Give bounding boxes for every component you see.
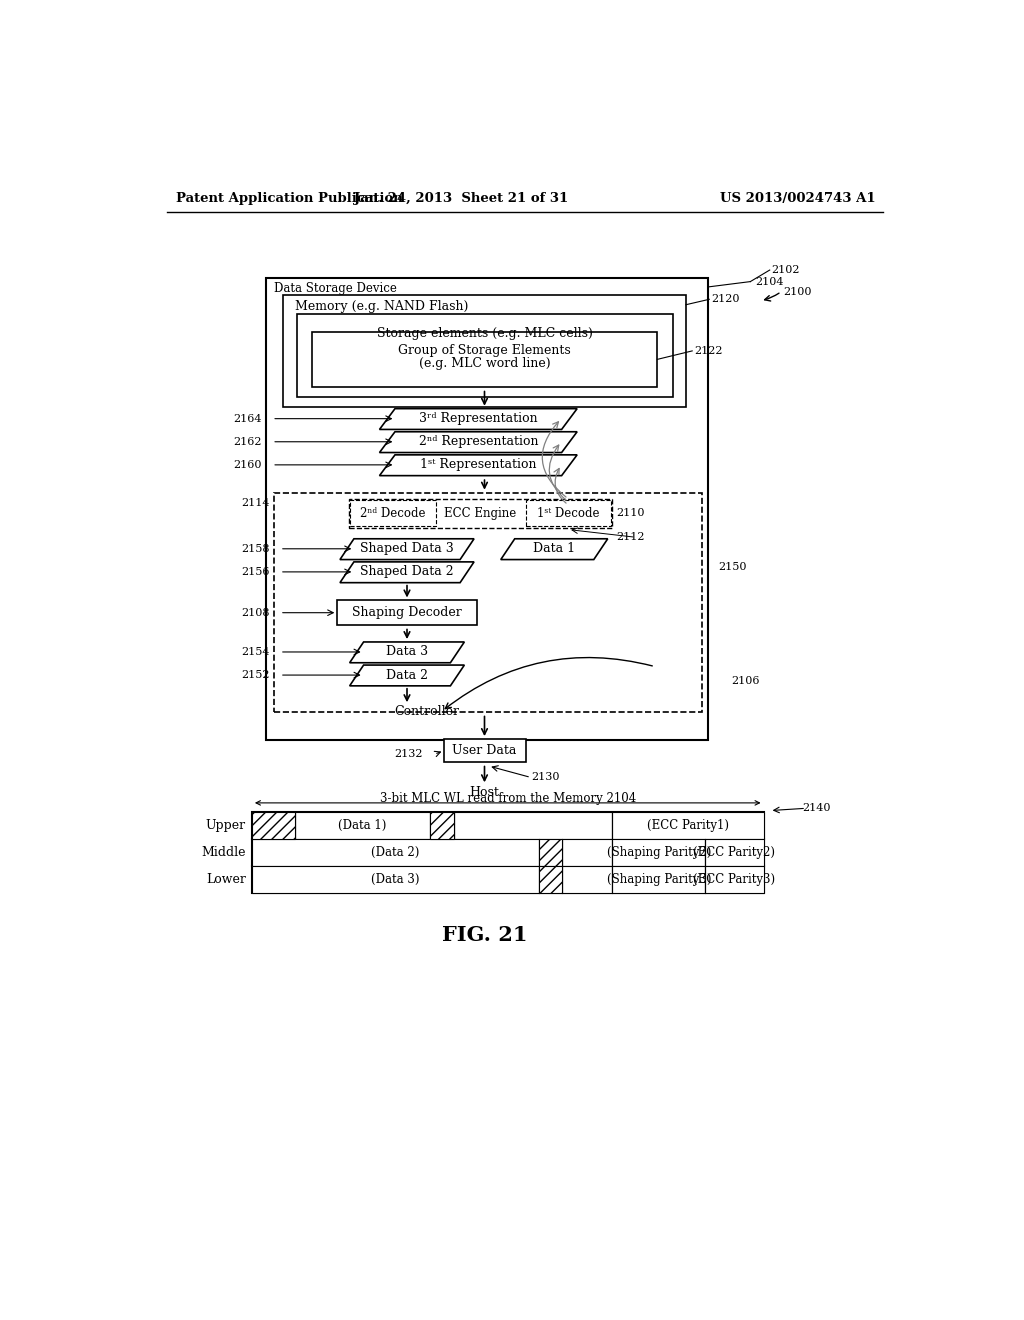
Text: 2132: 2132 bbox=[394, 750, 423, 759]
Polygon shape bbox=[380, 432, 578, 453]
Text: 2104: 2104 bbox=[756, 277, 784, 286]
Text: Upper: Upper bbox=[206, 818, 246, 832]
Text: Shaped Data 2: Shaped Data 2 bbox=[360, 565, 454, 578]
Text: 3ʳᵈ Representation: 3ʳᵈ Representation bbox=[419, 412, 538, 425]
Bar bbox=[454, 812, 612, 840]
Bar bbox=[562, 840, 612, 866]
Text: Memory (e.g. NAND Flash): Memory (e.g. NAND Flash) bbox=[295, 300, 468, 313]
Text: 2152: 2152 bbox=[242, 671, 270, 680]
Text: ECC Engine: ECC Engine bbox=[444, 507, 517, 520]
Text: (Data 1): (Data 1) bbox=[338, 818, 386, 832]
Bar bbox=[430, 812, 454, 840]
Bar bbox=[337, 601, 477, 626]
Bar bbox=[612, 866, 706, 892]
Polygon shape bbox=[380, 409, 578, 429]
Text: 2162: 2162 bbox=[233, 437, 262, 446]
Text: Patent Application Publication: Patent Application Publication bbox=[176, 191, 402, 205]
Text: 2140: 2140 bbox=[802, 804, 830, 813]
Polygon shape bbox=[340, 562, 474, 582]
Bar bbox=[539, 866, 562, 892]
Text: 2154: 2154 bbox=[242, 647, 270, 657]
Text: Data 2: Data 2 bbox=[386, 668, 428, 681]
Text: Shaping Decoder: Shaping Decoder bbox=[352, 606, 462, 619]
Text: (Data 3): (Data 3) bbox=[371, 873, 420, 886]
Bar bbox=[252, 812, 295, 840]
Text: 2108: 2108 bbox=[242, 607, 270, 618]
Text: 2112: 2112 bbox=[616, 532, 645, 543]
Bar bbox=[706, 866, 764, 892]
Bar bbox=[252, 812, 764, 892]
Text: 2106: 2106 bbox=[731, 676, 760, 686]
Bar bbox=[311, 331, 657, 387]
Text: Shaped Data 3: Shaped Data 3 bbox=[360, 543, 454, 556]
Bar bbox=[297, 314, 673, 397]
Bar bbox=[612, 840, 706, 866]
Text: 2122: 2122 bbox=[694, 346, 723, 356]
Text: Middle: Middle bbox=[202, 846, 246, 859]
Bar bbox=[252, 840, 539, 866]
Text: 2164: 2164 bbox=[233, 413, 262, 424]
Text: Jan. 24, 2013  Sheet 21 of 31: Jan. 24, 2013 Sheet 21 of 31 bbox=[354, 191, 568, 205]
Text: (ECC Parity2): (ECC Parity2) bbox=[693, 846, 775, 859]
Text: US 2013/0024743 A1: US 2013/0024743 A1 bbox=[720, 191, 876, 205]
Bar bbox=[295, 812, 430, 840]
Polygon shape bbox=[349, 642, 464, 663]
Text: Data 3: Data 3 bbox=[386, 645, 428, 659]
Text: (Shaping Parity3): (Shaping Parity3) bbox=[606, 873, 711, 886]
Text: 2158: 2158 bbox=[242, 544, 270, 554]
Text: Lower: Lower bbox=[206, 873, 246, 886]
Text: 2130: 2130 bbox=[531, 772, 559, 783]
Polygon shape bbox=[501, 539, 607, 560]
Bar bbox=[283, 296, 686, 407]
Bar bbox=[612, 812, 764, 840]
Bar bbox=[350, 500, 435, 527]
Text: 3-bit MLC WL read from the Memory 2104: 3-bit MLC WL read from the Memory 2104 bbox=[380, 792, 636, 805]
Text: Data Storage Device: Data Storage Device bbox=[273, 282, 396, 296]
Text: 2102: 2102 bbox=[771, 265, 800, 275]
Text: 1ˢᵗ Representation: 1ˢᵗ Representation bbox=[420, 458, 537, 471]
Text: Group of Storage Elements: Group of Storage Elements bbox=[398, 343, 570, 356]
Text: 2120: 2120 bbox=[712, 294, 740, 305]
Text: Data 1: Data 1 bbox=[534, 543, 575, 556]
Text: (Data 2): (Data 2) bbox=[371, 846, 420, 859]
Text: 2100: 2100 bbox=[783, 286, 812, 297]
Text: 1ˢᵗ Decode: 1ˢᵗ Decode bbox=[537, 507, 599, 520]
Text: FIG. 21: FIG. 21 bbox=[441, 925, 527, 945]
Bar bbox=[539, 840, 562, 866]
Text: (e.g. MLC word line): (e.g. MLC word line) bbox=[419, 358, 550, 371]
Bar bbox=[349, 499, 612, 528]
Bar bbox=[525, 500, 611, 527]
Text: Controller: Controller bbox=[394, 705, 459, 718]
Text: (ECC Parity1): (ECC Parity1) bbox=[646, 818, 728, 832]
Polygon shape bbox=[380, 455, 578, 475]
Text: 2114: 2114 bbox=[242, 499, 270, 508]
Text: 2110: 2110 bbox=[616, 508, 645, 519]
Text: 2ⁿᵈ Representation: 2ⁿᵈ Representation bbox=[419, 436, 538, 449]
Text: 2160: 2160 bbox=[233, 459, 262, 470]
Bar bbox=[562, 866, 612, 892]
Text: User Data: User Data bbox=[453, 744, 517, 758]
Bar bbox=[706, 840, 764, 866]
Text: Host: Host bbox=[470, 787, 500, 800]
Text: (ECC Parity3): (ECC Parity3) bbox=[693, 873, 775, 886]
Bar bbox=[252, 866, 539, 892]
Bar bbox=[266, 277, 708, 739]
Polygon shape bbox=[340, 539, 474, 560]
Text: 2156: 2156 bbox=[242, 566, 270, 577]
Text: 2ⁿᵈ Decode: 2ⁿᵈ Decode bbox=[360, 507, 426, 520]
Polygon shape bbox=[349, 665, 464, 686]
Text: (Shaping Parity2): (Shaping Parity2) bbox=[606, 846, 711, 859]
Text: 2150: 2150 bbox=[719, 561, 748, 572]
Bar bbox=[273, 492, 701, 711]
Text: Storage elements (e.g. MLC cells): Storage elements (e.g. MLC cells) bbox=[377, 326, 593, 339]
Bar bbox=[444, 739, 525, 762]
